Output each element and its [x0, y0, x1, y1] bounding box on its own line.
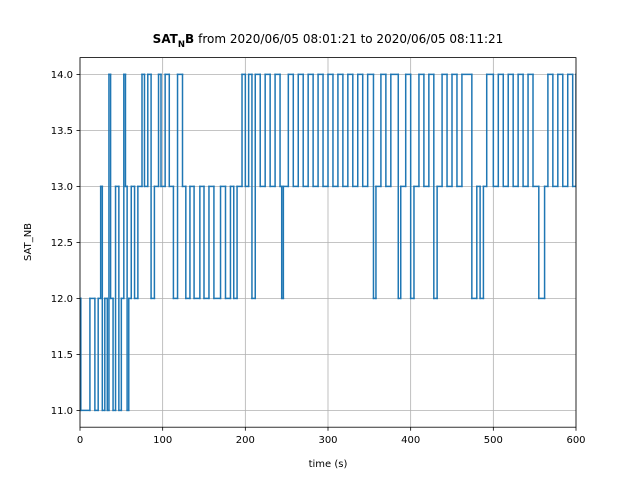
- title-part: from 2020/06/05 08:01:21 to 2020/06/05 0…: [198, 32, 503, 46]
- y-tick-label: 12.5: [51, 238, 73, 249]
- y-tick-label: 14.0: [51, 70, 73, 81]
- y-axis-label: SAT_NB: [23, 223, 34, 261]
- x-tick-label: 0: [77, 435, 83, 446]
- x-tick-label: 300: [318, 435, 337, 446]
- y-tick-label: 13.5: [51, 126, 73, 137]
- chart-title: SATNB from 2020/06/05 08:01:21 to 2020/06…: [153, 32, 504, 50]
- axes-frame: [79, 57, 577, 428]
- x-axis-label: time (s): [309, 459, 348, 470]
- x-tick-label: 600: [566, 435, 585, 446]
- series: [80, 73, 576, 412]
- y-tick-label: 12.0: [51, 294, 73, 305]
- x-tick-label: 200: [236, 435, 255, 446]
- y-tick-label: 13.0: [51, 182, 73, 193]
- x-tick-label: 400: [401, 435, 420, 446]
- x-tick-label: 100: [153, 435, 172, 446]
- title-subscript: N: [178, 40, 185, 50]
- x-tick-label: 500: [484, 435, 503, 446]
- title-part: B: [185, 32, 194, 46]
- y-tick-label: 11.5: [51, 350, 73, 361]
- title-part: SAT: [153, 32, 179, 46]
- y-tick-label: 11.0: [51, 406, 73, 417]
